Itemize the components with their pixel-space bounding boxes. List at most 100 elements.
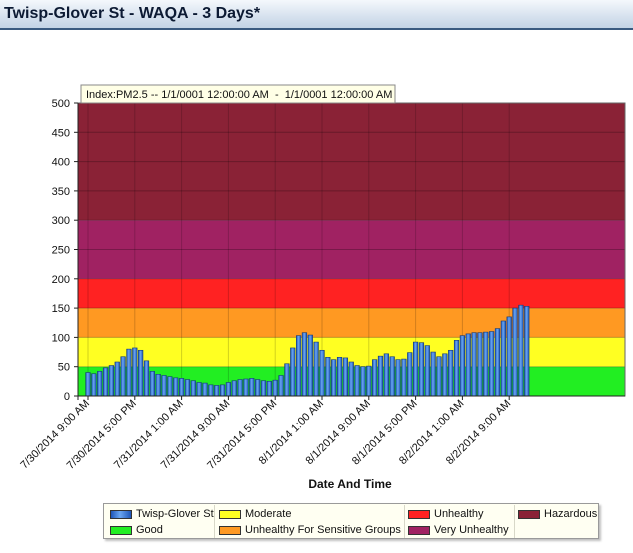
chart-bar <box>442 353 448 397</box>
tooltip-text: Index:PM2.5 -- 1/1/0001 12:00:00 AM - 1/… <box>86 89 392 101</box>
chart-legend: Twisp-Glover St Good Moderate Unhealthy … <box>103 503 599 539</box>
chart-bar <box>336 357 343 397</box>
chart-bar <box>360 366 366 397</box>
chart-bar <box>284 363 290 397</box>
chart-bar <box>149 371 155 397</box>
chart-bar <box>120 356 126 397</box>
chart-bar <box>325 357 331 397</box>
y-tick-label: 50 <box>58 362 70 374</box>
chart-bar <box>465 333 471 397</box>
chart-bar <box>518 304 524 397</box>
chart-bar <box>214 385 220 397</box>
chart-bar <box>85 372 91 397</box>
chart-bar <box>237 379 243 397</box>
chart-bar <box>307 334 313 397</box>
chart-bar <box>471 332 477 397</box>
chart-bar <box>161 375 167 397</box>
chart-bar <box>97 371 103 397</box>
chart-bar <box>512 307 518 397</box>
chart-bar <box>430 351 436 397</box>
aqi-band-unhealthy-for-sensitive-groups <box>78 308 625 338</box>
chart-bar <box>255 379 261 397</box>
chart-bar <box>348 361 354 397</box>
chart-bar <box>524 306 530 397</box>
aqi-band-unhealthy <box>78 278 625 309</box>
aqi-band-very-unhealthy <box>78 220 625 279</box>
chart-bar <box>260 380 267 397</box>
chart-bar <box>295 335 302 397</box>
legend-label: Very Unhealthy <box>434 524 509 536</box>
chart-bar <box>208 384 214 397</box>
chart-bar <box>500 320 506 397</box>
chart-bar <box>453 340 460 397</box>
chart-bar <box>383 353 389 397</box>
y-tick-label: 500 <box>52 98 70 110</box>
legend-swatch <box>219 525 241 535</box>
chart-bar <box>401 358 407 397</box>
chart-bar <box>243 378 249 397</box>
chart-bar <box>190 380 196 397</box>
legend-divider <box>514 505 515 538</box>
x-axis-title: Date And Time <box>308 477 392 491</box>
legend-swatch <box>408 525 430 535</box>
chart-bar <box>102 367 109 397</box>
chart-bar <box>377 355 384 397</box>
legend-swatch <box>408 509 430 519</box>
chart-bar <box>506 316 512 397</box>
chart-bar <box>418 342 425 397</box>
chart-bar <box>132 347 138 397</box>
chart-bar <box>424 345 430 397</box>
chart-bar <box>372 359 378 397</box>
chart-bar <box>266 381 272 397</box>
chart-bar <box>448 349 454 397</box>
chart-bar <box>219 384 226 397</box>
chart-bar <box>395 359 401 397</box>
window-title-bar: Twisp-Glover St - WAQA - 3 Days* <box>0 0 633 30</box>
chart-bar <box>249 378 255 397</box>
chart-bar <box>477 332 483 397</box>
chart-bar <box>313 341 319 397</box>
chart-bar <box>407 352 413 397</box>
legend-item-twisp-glover-st: Twisp-Glover St <box>110 506 214 522</box>
chart-bar <box>126 348 132 397</box>
page-title: Twisp-Glover St - WAQA - 3 Days* <box>4 5 261 22</box>
chart-bar <box>331 359 337 397</box>
y-tick-label: 200 <box>52 274 70 286</box>
legend-swatch <box>110 509 132 519</box>
legend-label: Unhealthy <box>434 508 484 520</box>
chart-bar <box>483 331 489 397</box>
y-tick-label: 300 <box>52 215 70 227</box>
legend-item-hazardous: Hazardous <box>518 506 597 522</box>
legend-label: Unhealthy For Sensitive Groups <box>245 524 401 536</box>
chart-bar <box>319 349 325 397</box>
chart-bar <box>196 382 202 397</box>
chart-bar <box>167 376 173 397</box>
chart-bar <box>225 382 232 397</box>
legend-item-moderate: Moderate <box>219 506 291 522</box>
chart-bar <box>184 379 191 397</box>
y-tick-label: 450 <box>52 127 70 139</box>
chart-bar <box>173 377 179 397</box>
legend-divider <box>404 505 405 538</box>
chart-bar <box>412 341 419 397</box>
aqi-band-hazardous <box>78 103 625 221</box>
y-tick-label: 400 <box>52 157 70 169</box>
chart-bar <box>108 365 114 397</box>
chart-bar <box>301 332 308 397</box>
y-tick-label: 0 <box>64 391 70 403</box>
y-tick-label: 250 <box>52 245 70 257</box>
chart-bar <box>354 365 360 397</box>
chart-bar <box>494 328 501 397</box>
y-tick-label: 350 <box>52 186 70 198</box>
legend-label: Twisp-Glover St <box>136 508 214 520</box>
chart-bar <box>155 374 161 397</box>
chart-bar <box>436 356 442 397</box>
chart-bar <box>366 365 372 397</box>
chart-bar <box>114 361 120 397</box>
legend-divider <box>214 505 215 538</box>
chart-bar <box>290 347 296 397</box>
y-tick-label: 100 <box>52 332 70 344</box>
chart-bar <box>179 378 185 397</box>
legend-label: Good <box>136 524 163 536</box>
